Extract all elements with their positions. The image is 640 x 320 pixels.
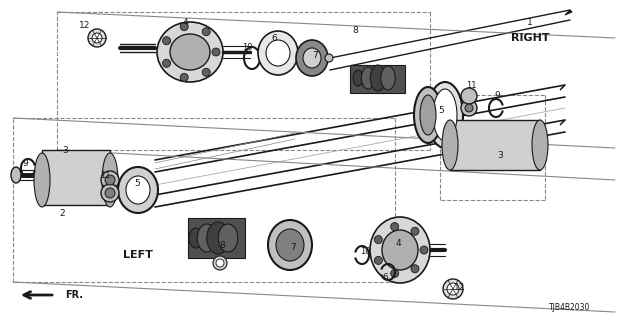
Ellipse shape xyxy=(170,34,210,70)
Ellipse shape xyxy=(390,223,399,231)
Ellipse shape xyxy=(268,220,312,270)
Ellipse shape xyxy=(92,33,102,43)
Ellipse shape xyxy=(465,104,473,112)
Ellipse shape xyxy=(420,246,428,254)
Ellipse shape xyxy=(461,100,477,116)
Ellipse shape xyxy=(370,65,386,91)
Ellipse shape xyxy=(427,82,463,148)
Ellipse shape xyxy=(34,153,50,207)
Text: 12: 12 xyxy=(454,284,466,292)
Ellipse shape xyxy=(180,73,188,81)
Ellipse shape xyxy=(370,217,430,283)
Text: 11: 11 xyxy=(466,81,476,90)
Ellipse shape xyxy=(202,28,210,36)
Ellipse shape xyxy=(118,167,158,213)
Ellipse shape xyxy=(325,54,333,62)
Polygon shape xyxy=(560,85,565,90)
Text: 7: 7 xyxy=(312,51,318,60)
Polygon shape xyxy=(350,65,405,93)
Ellipse shape xyxy=(411,265,419,273)
Text: 12: 12 xyxy=(79,20,91,29)
Ellipse shape xyxy=(461,88,477,104)
Polygon shape xyxy=(565,10,572,15)
Ellipse shape xyxy=(420,95,436,135)
Text: 4: 4 xyxy=(182,18,188,27)
Bar xyxy=(42,150,110,205)
Ellipse shape xyxy=(276,229,304,261)
Text: 6: 6 xyxy=(271,34,277,43)
Text: 5: 5 xyxy=(438,106,444,115)
Ellipse shape xyxy=(213,256,227,270)
Ellipse shape xyxy=(101,184,119,202)
Ellipse shape xyxy=(105,175,115,185)
Ellipse shape xyxy=(197,224,217,252)
Ellipse shape xyxy=(443,279,463,299)
Ellipse shape xyxy=(218,224,238,252)
Text: TJB4B2030: TJB4B2030 xyxy=(548,303,590,313)
Ellipse shape xyxy=(207,222,229,254)
Text: 10: 10 xyxy=(360,247,371,257)
Text: LEFT: LEFT xyxy=(123,250,153,260)
Ellipse shape xyxy=(390,269,399,277)
Text: 9: 9 xyxy=(494,91,500,100)
Ellipse shape xyxy=(266,40,290,66)
Ellipse shape xyxy=(180,23,188,31)
Text: 6: 6 xyxy=(382,274,388,283)
Ellipse shape xyxy=(374,236,382,244)
Ellipse shape xyxy=(101,171,119,189)
Text: FR.: FR. xyxy=(65,290,83,300)
Ellipse shape xyxy=(296,40,328,76)
Text: 3: 3 xyxy=(497,150,503,159)
Ellipse shape xyxy=(126,176,150,204)
Ellipse shape xyxy=(447,283,459,295)
Ellipse shape xyxy=(433,89,457,141)
Polygon shape xyxy=(188,218,245,258)
Text: 5: 5 xyxy=(134,179,140,188)
Ellipse shape xyxy=(105,188,115,198)
Text: RIGHT: RIGHT xyxy=(511,33,549,43)
Text: 4: 4 xyxy=(395,238,401,247)
Polygon shape xyxy=(560,120,565,125)
Ellipse shape xyxy=(362,67,374,89)
Text: 11: 11 xyxy=(100,171,110,180)
Ellipse shape xyxy=(258,31,298,75)
Text: 3: 3 xyxy=(62,146,68,155)
Ellipse shape xyxy=(303,48,321,68)
Ellipse shape xyxy=(353,70,363,86)
Ellipse shape xyxy=(157,22,223,82)
Ellipse shape xyxy=(414,87,442,143)
Ellipse shape xyxy=(381,66,396,90)
Text: 10: 10 xyxy=(242,43,252,52)
Ellipse shape xyxy=(88,29,106,47)
Bar xyxy=(450,120,540,170)
Ellipse shape xyxy=(163,37,171,45)
Ellipse shape xyxy=(11,167,21,183)
Text: 1: 1 xyxy=(527,18,533,27)
Ellipse shape xyxy=(532,120,548,170)
Ellipse shape xyxy=(411,227,419,235)
Text: 8: 8 xyxy=(219,241,225,250)
Ellipse shape xyxy=(102,153,118,207)
Ellipse shape xyxy=(382,230,418,270)
Ellipse shape xyxy=(189,228,203,248)
Ellipse shape xyxy=(216,259,224,267)
Ellipse shape xyxy=(163,59,171,67)
Ellipse shape xyxy=(212,48,220,56)
Text: 8: 8 xyxy=(352,26,358,35)
Ellipse shape xyxy=(374,256,382,264)
Ellipse shape xyxy=(202,68,210,76)
Text: 2: 2 xyxy=(59,209,65,218)
Ellipse shape xyxy=(442,120,458,170)
Text: 9: 9 xyxy=(22,158,28,167)
Text: 7: 7 xyxy=(290,244,296,252)
